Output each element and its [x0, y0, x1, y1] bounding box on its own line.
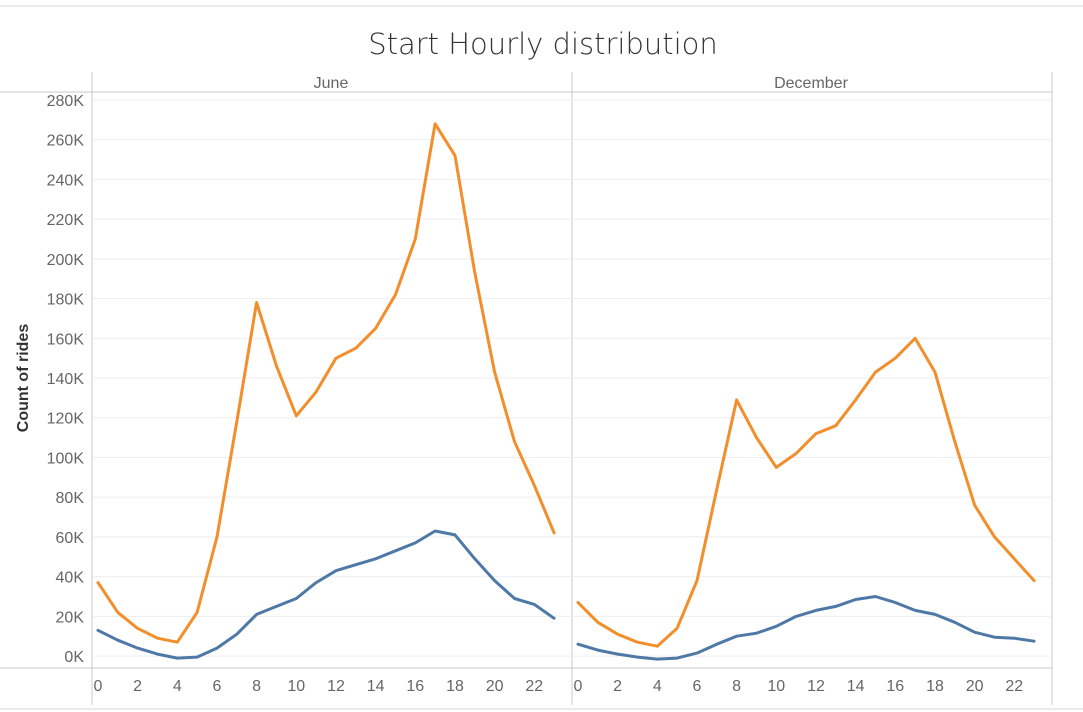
- y-tick-label: 180K: [47, 292, 85, 309]
- x-tick-label: 4: [173, 678, 182, 695]
- x-tick-label: 14: [367, 678, 385, 695]
- x-tick-label: 0: [573, 678, 582, 695]
- chart-frame: [0, 5, 1083, 710]
- y-tick-label: 140K: [47, 371, 85, 388]
- facet-headers: June December: [314, 75, 849, 92]
- y-axis: 0K 20K 40K 60K 80K 100K 120K 140K 160K 180K 200K 22…: [47, 93, 85, 666]
- x-tick-label: 6: [213, 678, 222, 695]
- x-tick-label: 0: [93, 678, 102, 695]
- x-tick-label: 22: [1005, 678, 1023, 695]
- y-tick-label: 20K: [56, 609, 85, 626]
- x-tick-label: 2: [133, 678, 142, 695]
- y-tick-label: 80K: [56, 490, 85, 507]
- facet-label: December: [774, 75, 848, 92]
- chart-title: Start Hourly distribution: [368, 27, 718, 61]
- x-tick-label: 16: [886, 678, 904, 695]
- y-tick-label: 260K: [47, 133, 85, 150]
- x-tick-label: 10: [767, 678, 785, 695]
- y-tick-label: 0K: [64, 649, 84, 666]
- x-tick-label: 6: [693, 678, 702, 695]
- x-tick-label: 10: [287, 678, 305, 695]
- x-tick-label: 18: [926, 678, 944, 695]
- x-tick-label: 12: [807, 678, 825, 695]
- x-tick-label: 2: [613, 678, 622, 695]
- x-tick-label: 20: [486, 678, 504, 695]
- y-axis-title: Count of rides: [15, 324, 32, 433]
- y-tick-label: 280K: [47, 93, 85, 110]
- y-tick-label: 120K: [47, 411, 85, 428]
- x-tick-label: 12: [327, 678, 345, 695]
- series-line-december-orange: [576, 336, 1036, 648]
- y-tick-label: 160K: [47, 331, 85, 348]
- y-tick-label: 100K: [47, 450, 85, 467]
- series-lines: [96, 122, 1036, 661]
- series-line-december-blue: [576, 595, 1036, 661]
- x-tick-label: 20: [966, 678, 984, 695]
- y-tick-label: 60K: [56, 530, 85, 547]
- x-tick-label: 8: [252, 678, 261, 695]
- x-axis: 0 2 4 6 8 10 12 14 16 18 20 22 0 2 4 6 8 10 12 14 16 18 20 22: [93, 678, 1023, 695]
- y-tick-label: 240K: [47, 172, 85, 189]
- y-tick-label: 200K: [47, 252, 85, 269]
- x-tick-label: 16: [406, 678, 424, 695]
- x-tick-label: 4: [653, 678, 662, 695]
- x-tick-label: 14: [847, 678, 865, 695]
- series-line-june-blue: [96, 529, 556, 660]
- facet-label: June: [314, 75, 349, 92]
- x-tick-label: 22: [525, 678, 543, 695]
- x-tick-label: 8: [732, 678, 741, 695]
- gridlines: [92, 99, 1052, 657]
- x-tick-label: 18: [446, 678, 464, 695]
- y-tick-label: 40K: [56, 570, 85, 587]
- y-tick-label: 220K: [47, 212, 85, 229]
- series-line-june-orange: [96, 122, 556, 644]
